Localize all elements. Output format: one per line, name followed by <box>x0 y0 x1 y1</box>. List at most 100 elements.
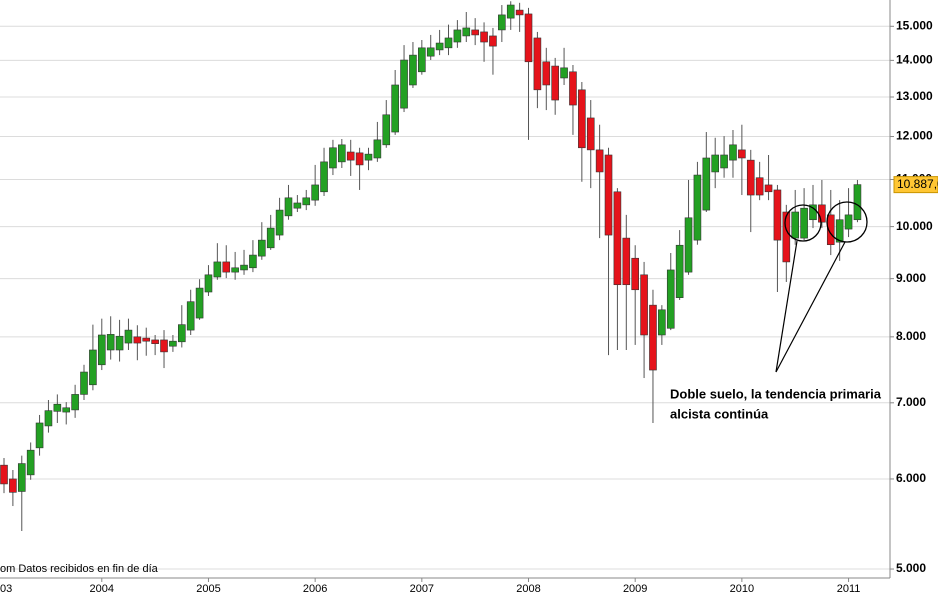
candle-body <box>346 151 355 161</box>
candle-body <box>355 152 364 166</box>
candle-body <box>444 37 453 49</box>
candle-body <box>702 157 711 211</box>
candle-body <box>284 197 293 217</box>
candle-body <box>480 31 488 43</box>
candle-body <box>586 117 595 151</box>
circle <box>784 204 822 242</box>
candle-body <box>133 336 142 344</box>
candle-body <box>275 209 284 236</box>
candle-body <box>266 227 275 249</box>
candle-body <box>204 274 213 293</box>
candle-body <box>489 35 497 47</box>
candle-body <box>720 154 728 169</box>
candle-body <box>409 54 417 86</box>
y-tick-label: 9.000 <box>896 271 926 285</box>
candle-body <box>453 29 462 43</box>
candle-body <box>515 9 524 16</box>
candle-body <box>89 349 97 386</box>
candle-body <box>578 89 586 149</box>
candle-body <box>826 214 835 246</box>
candle-body <box>195 287 204 319</box>
x-tick-label: 2007 <box>410 583 434 592</box>
candle-body <box>560 67 568 79</box>
candle-body <box>533 37 542 91</box>
candle-body <box>426 47 435 57</box>
candle-body <box>302 197 311 206</box>
x-tick-label: 2005 <box>196 583 220 592</box>
y-tick-label: 14.000 <box>896 53 933 67</box>
annotation: Doble suelo, la tendencia primaria <box>670 386 882 401</box>
candle-body <box>435 42 444 51</box>
candle-body <box>222 261 231 273</box>
candle-body <box>809 204 817 221</box>
candle-body <box>738 149 746 159</box>
y-tick-label: 6.000 <box>896 471 926 485</box>
candle-body <box>124 329 133 344</box>
candle-body <box>9 478 17 493</box>
x-tick-label: 03 <box>0 583 12 592</box>
y-tick-label: 8.000 <box>896 329 926 343</box>
candle-body <box>418 47 426 73</box>
candle-body <box>569 71 577 106</box>
candle-body <box>106 334 115 351</box>
candle-body <box>53 403 62 412</box>
candle-body <box>684 217 693 273</box>
candle-body <box>231 267 239 273</box>
candle-body <box>382 114 391 146</box>
candle-body <box>462 27 471 37</box>
candle-body <box>711 154 720 173</box>
candles <box>0 1 862 532</box>
pointer <box>775 240 798 373</box>
candle-body <box>373 139 382 159</box>
candle-body <box>498 14 506 31</box>
candle-body <box>666 269 675 329</box>
candle-body <box>542 61 551 86</box>
y-tick-label: 7.000 <box>896 395 926 409</box>
candle-body <box>329 147 337 169</box>
candle-body <box>364 153 373 161</box>
candle-body <box>551 65 559 101</box>
candle-body <box>631 257 639 291</box>
candle-body <box>338 144 346 163</box>
candle-body <box>80 371 88 395</box>
y-tick-label: 15.000 <box>896 18 933 32</box>
candle-body <box>675 244 684 298</box>
candle-body <box>311 184 319 201</box>
y-tick-label: 13.000 <box>896 89 933 103</box>
candle-body <box>115 335 124 351</box>
candle-body <box>818 204 826 223</box>
candle-body <box>320 161 328 193</box>
candle-body <box>640 274 648 336</box>
candle-body <box>293 202 302 209</box>
candle-body <box>391 84 399 133</box>
x-tick-label: 2006 <box>303 583 327 592</box>
candle-body <box>746 159 755 196</box>
y-tick-label: 10.000 <box>896 219 933 233</box>
candle-body <box>649 304 657 371</box>
y-tick-label: 5.000 <box>896 561 926 575</box>
candle-body <box>791 211 800 239</box>
annotation: alcista continúa <box>670 406 769 421</box>
candle-body <box>524 13 533 63</box>
candle-body <box>249 254 257 269</box>
candle-body <box>782 211 791 263</box>
candle-body <box>35 422 44 449</box>
candle-body <box>213 261 222 278</box>
candle-body <box>729 144 737 161</box>
candle-body <box>178 324 186 343</box>
candle-body <box>169 340 177 347</box>
candle-body <box>604 154 613 236</box>
last-price-label: 10.887,0 <box>897 177 938 191</box>
circle <box>826 201 868 243</box>
candle-body <box>471 29 479 36</box>
candle-body <box>835 219 844 243</box>
y-tick-label: 12.000 <box>896 129 933 143</box>
candle-body <box>62 407 71 413</box>
candle-body <box>506 4 515 19</box>
candle-body <box>71 394 79 411</box>
candle-body <box>186 301 195 331</box>
candle-body <box>258 239 266 257</box>
candle-body <box>151 339 159 344</box>
